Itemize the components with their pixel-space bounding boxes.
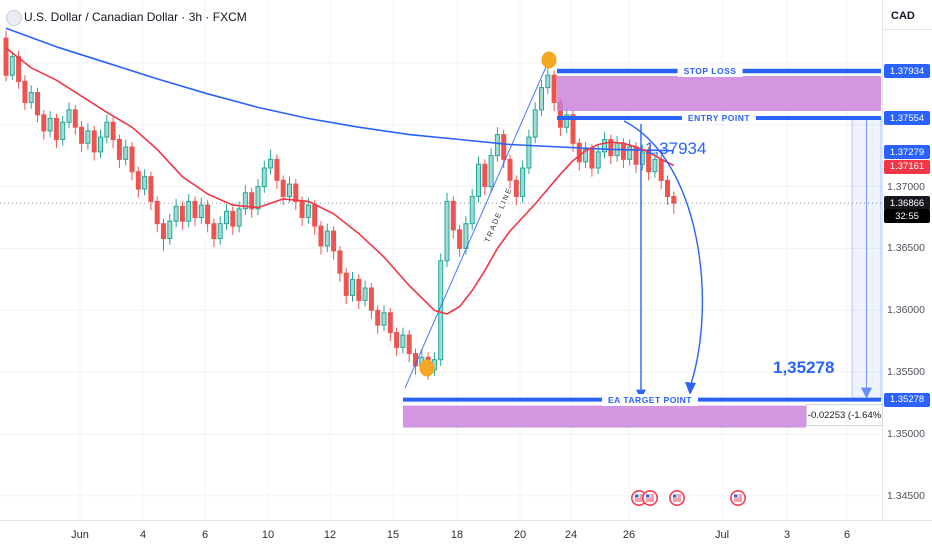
calendar-event-icon[interactable] [729, 489, 747, 512]
symbol-title[interactable]: U.S. Dollar / Canadian Dollar · 3h · FXC… [24, 10, 247, 24]
entry-point-line-label[interactable]: ENTRY POINT [681, 112, 757, 124]
time-tick-label: 26 [622, 529, 636, 541]
trend-line [404, 59, 550, 389]
time-tick-label: 12 [323, 529, 337, 541]
trade-line-label: TRADE LINE [483, 186, 514, 244]
stop-loss-line-label[interactable]: STOP LOSS [677, 65, 743, 77]
candles [3, 30, 677, 380]
price-tick-label: 1.35000 [887, 428, 925, 440]
time-tick-label: 20 [513, 529, 527, 541]
time-tick-label: Jun [71, 529, 89, 541]
price-tick-label: 1.34500 [887, 489, 925, 502]
time-tick-label: 6 [843, 529, 851, 541]
watchlist-divider [883, 29, 932, 30]
price-badge: 1.37554 [884, 111, 930, 126]
projection-arrows [623, 120, 872, 400]
time-axis-border[interactable] [0, 520, 932, 521]
price-badge: 1.37934 [884, 64, 930, 78]
price-tick-label: 1.36000 [887, 304, 925, 317]
price-badge: 1.37279 [884, 145, 930, 160]
target-price-note: 1,35278 [773, 358, 835, 377]
watchlist-symbol-cad[interactable]: CAD [891, 10, 915, 22]
price-badge: 1.36866 [884, 196, 930, 211]
price-tick-label: 1.35500 [887, 366, 925, 379]
calendar-event-icon[interactable] [630, 489, 660, 512]
price-change-label: -0.02253 (-1.64% [806, 404, 883, 426]
time-tick-label: 3 [783, 529, 791, 541]
price-tick-label: 1.37000 [887, 180, 925, 193]
time-tick-label: Jul [714, 529, 730, 541]
time-tick-label: 18 [450, 529, 464, 541]
trade-level-lines [403, 68, 881, 402]
moving-averages [5, 27, 675, 315]
price-badge: 1.37161 [884, 159, 930, 174]
price-axis-border[interactable] [882, 0, 883, 520]
time-tick-label: 4 [139, 529, 147, 541]
price-tick-label: 1.36500 [887, 242, 925, 255]
time-tick-label: 24 [564, 529, 578, 541]
stop-price-note: 1,37934 [645, 139, 707, 158]
trade-zones [403, 76, 882, 428]
countdown-badge: 32:55 [884, 209, 930, 224]
time-tick-label: 6 [201, 529, 209, 541]
ea-target-line-label[interactable]: EA TARGET POINT [602, 394, 698, 406]
time-tick-label: 10 [261, 529, 275, 541]
time-tick-label: 15 [386, 529, 400, 541]
symbol-logo-icon[interactable] [6, 10, 22, 26]
swing-markers [419, 51, 557, 377]
price-badge: 1.35278 [884, 392, 930, 407]
calendar-event-icon[interactable] [668, 489, 686, 512]
